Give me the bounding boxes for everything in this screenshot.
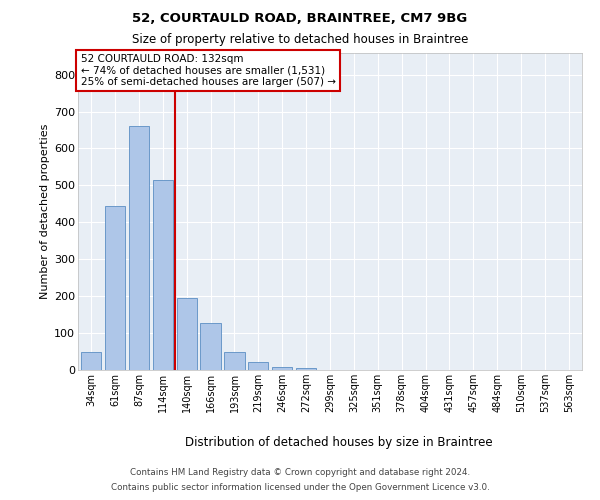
Text: Contains public sector information licensed under the Open Government Licence v3: Contains public sector information licen…	[110, 483, 490, 492]
Bar	[200, 322, 221, 370]
Text: Distribution of detached houses by size in Braintree: Distribution of detached houses by size …	[185, 436, 493, 449]
Bar	[176, 298, 197, 370]
Bar	[81, 352, 101, 370]
Bar	[272, 366, 292, 370]
Text: 52 COURTAULD ROAD: 132sqm
← 74% of detached houses are smaller (1,531)
25% of se: 52 COURTAULD ROAD: 132sqm ← 74% of detac…	[80, 54, 335, 88]
Bar	[105, 206, 125, 370]
Bar	[224, 352, 245, 370]
Bar	[248, 362, 268, 370]
Bar	[152, 180, 173, 370]
Text: Size of property relative to detached houses in Braintree: Size of property relative to detached ho…	[132, 32, 468, 46]
Bar	[129, 126, 149, 370]
Bar	[296, 368, 316, 370]
Y-axis label: Number of detached properties: Number of detached properties	[40, 124, 50, 299]
Text: Contains HM Land Registry data © Crown copyright and database right 2024.: Contains HM Land Registry data © Crown c…	[130, 468, 470, 477]
Text: 52, COURTAULD ROAD, BRAINTREE, CM7 9BG: 52, COURTAULD ROAD, BRAINTREE, CM7 9BG	[133, 12, 467, 26]
